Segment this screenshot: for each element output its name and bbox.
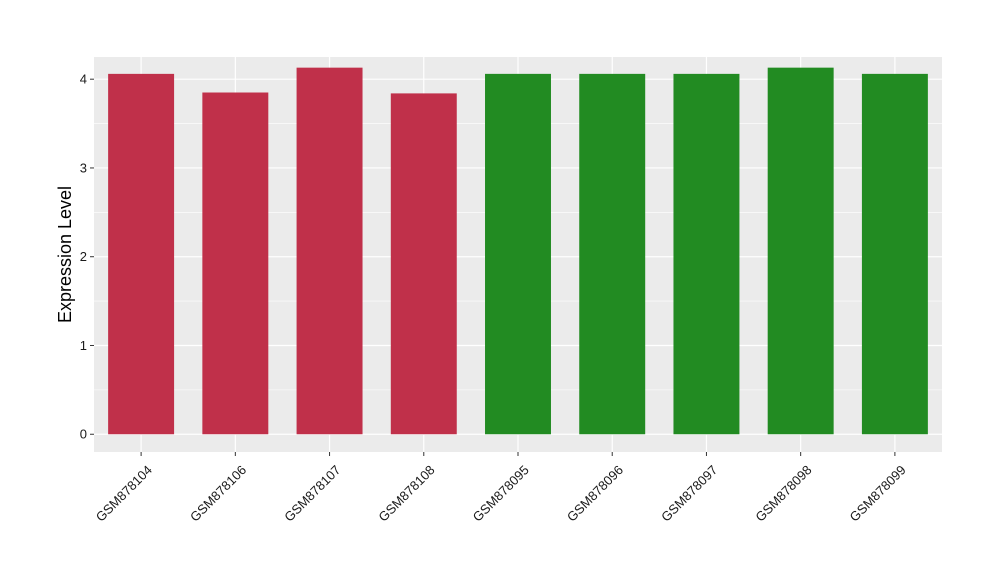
x-tick-label: GSM878096	[564, 462, 626, 524]
bar-GSM878095	[485, 73, 551, 435]
y-tick-label: 4	[80, 72, 87, 87]
bar-GSM878106	[202, 92, 269, 435]
bars	[108, 67, 928, 435]
bar-GSM878096	[579, 73, 646, 435]
y-tick-label: 1	[80, 338, 87, 353]
x-tick-label: GSM878098	[752, 462, 814, 524]
x-tick-label: GSM878107	[281, 462, 343, 524]
x-tick-label: GSM878095	[470, 462, 532, 524]
bar-GSM878098	[767, 67, 834, 435]
x-tick-label: GSM878097	[658, 462, 720, 524]
y-axis-title: Expression Level	[55, 186, 75, 323]
bar-GSM878107	[296, 67, 363, 435]
bar-GSM878097	[673, 73, 740, 435]
x-tick-label: GSM878099	[847, 462, 909, 524]
y-tick-label: 0	[80, 427, 87, 442]
x-tick-label: GSM878108	[375, 462, 437, 524]
y-tick-label: 2	[80, 249, 87, 264]
bar-GSM878108	[390, 93, 457, 435]
y-axis: 0 1 2 3 4	[80, 72, 94, 442]
bar-GSM878099	[861, 73, 928, 435]
x-tick-label: GSM878106	[187, 462, 249, 524]
y-tick-label: 3	[80, 160, 87, 175]
x-tick-label: GSM878104	[93, 462, 155, 524]
x-axis: GSM878104 GSM878106 GSM878107 GSM878108 GSM8…	[93, 452, 909, 525]
bar-GSM878104	[108, 73, 175, 435]
